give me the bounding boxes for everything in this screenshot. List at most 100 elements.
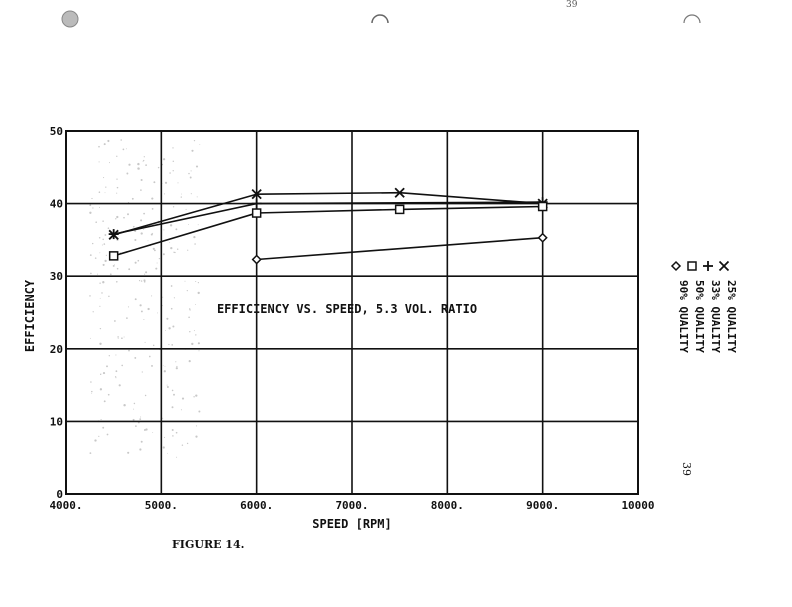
- scan-speck: [152, 232, 154, 234]
- scan-speck: [189, 309, 191, 311]
- scan-speck: [89, 211, 92, 214]
- scan-speck: [148, 355, 151, 358]
- scan-speck: [189, 330, 191, 333]
- legend-label: 90% QUALITY: [677, 280, 690, 353]
- scan-speck: [190, 170, 192, 172]
- scan-speck: [140, 189, 142, 191]
- scan-speck: [144, 273, 146, 275]
- scan-speck: [169, 224, 173, 227]
- scan-speck: [94, 439, 97, 442]
- top-page-mark: 39: [566, 0, 578, 10]
- scan-speck: [166, 317, 169, 320]
- scan-speck: [105, 186, 107, 188]
- scan-speck: [167, 452, 169, 454]
- figure-caption: FIGURE 14.: [172, 538, 245, 551]
- scan-speck: [158, 257, 161, 260]
- scan-speck: [165, 329, 166, 331]
- scan-speck: [172, 147, 174, 149]
- scan-speck: [157, 312, 159, 314]
- scan-speck: [104, 234, 107, 236]
- scan-speck: [195, 280, 197, 283]
- scan-speck: [176, 365, 178, 368]
- data-point-marker: [251, 189, 262, 200]
- scan-speck: [162, 364, 164, 366]
- scan-speck: [122, 148, 125, 151]
- scan-speck: [134, 229, 137, 233]
- scan-speck: [99, 252, 101, 254]
- scan-speck: [188, 224, 190, 226]
- scan-speck: [172, 160, 175, 163]
- scan-speck: [169, 241, 171, 243]
- scan-speck: [191, 149, 194, 152]
- scan-speck: [169, 172, 171, 174]
- scan-speck: [92, 242, 94, 245]
- scan-speck: [190, 193, 192, 195]
- legend-label: 25% QUALITY: [725, 280, 738, 353]
- punch-hole-right: [683, 14, 701, 24]
- data-point-marker: [394, 204, 405, 215]
- x-tick-label: 5000.: [145, 499, 178, 512]
- scan-speck: [143, 159, 145, 162]
- scan-speck: [89, 204, 92, 207]
- scan-speck: [151, 364, 153, 367]
- scan-speck: [143, 319, 145, 320]
- scan-speck: [101, 244, 103, 246]
- y-tick-label: 50: [50, 125, 63, 138]
- scan-speck: [156, 262, 158, 264]
- scan-speck: [95, 221, 97, 223]
- y-tick-label: 30: [50, 270, 63, 283]
- scan-speck: [98, 161, 100, 163]
- scan-speck: [100, 373, 102, 375]
- scan-speck: [121, 337, 123, 340]
- scan-speck: [90, 272, 92, 275]
- legend-marker: [670, 260, 682, 272]
- scan-speck: [174, 251, 176, 254]
- scan-speck: [141, 371, 143, 373]
- scan-speck: [98, 145, 100, 148]
- scan-speck: [163, 193, 166, 195]
- scan-speck: [150, 233, 153, 236]
- scan-speck: [140, 280, 143, 282]
- scan-speck: [172, 170, 174, 172]
- scan-speck: [196, 196, 198, 198]
- scan-speck: [128, 163, 131, 166]
- x-tick-label: 10000: [621, 499, 654, 512]
- scan-speck: [107, 139, 110, 143]
- scan-speck: [115, 370, 118, 373]
- scan-speck: [193, 235, 196, 239]
- scan-speck: [104, 192, 106, 194]
- scan-speck: [164, 365, 166, 367]
- scan-speck: [114, 320, 116, 322]
- scan-speck: [115, 280, 118, 283]
- scan-speck: [103, 143, 106, 146]
- scan-speck: [103, 177, 105, 179]
- scan-speck: [91, 197, 93, 200]
- scan-speck: [198, 410, 201, 413]
- scan-speck: [123, 216, 125, 219]
- scan-speck: [145, 428, 148, 431]
- scan-speck: [106, 433, 109, 436]
- scan-speck: [143, 279, 146, 282]
- scan-speck: [139, 418, 142, 420]
- series-line: [113, 191, 543, 236]
- scan-speck: [103, 400, 106, 403]
- grid-lines: [65, 130, 639, 495]
- scan-speck: [163, 436, 166, 438]
- scan-speck: [166, 386, 169, 388]
- scan-speck: [116, 267, 119, 270]
- scan-speck: [147, 307, 150, 311]
- data-point-marker: [251, 198, 262, 209]
- scan-speck: [180, 196, 182, 198]
- scan-speck: [193, 330, 195, 332]
- scan-speck: [170, 246, 173, 250]
- scan-speck: [195, 425, 198, 427]
- scan-speck: [168, 343, 170, 346]
- scan-speck: [120, 139, 122, 141]
- scan-speck: [194, 243, 196, 245]
- scan-speck: [186, 442, 189, 445]
- legend-marker: [687, 261, 697, 271]
- scan-speck: [102, 263, 105, 266]
- scan-speck: [140, 440, 143, 443]
- scan-speck: [132, 418, 135, 421]
- scan-speck: [193, 396, 195, 398]
